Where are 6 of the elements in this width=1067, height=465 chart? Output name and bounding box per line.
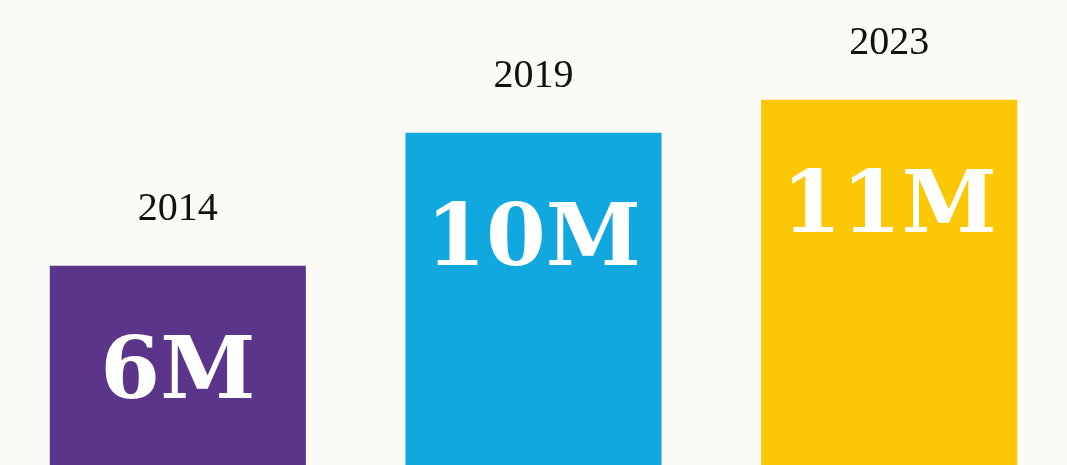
data-label: 11M [781, 150, 997, 252]
x-tick-label: 2014 [137, 184, 218, 230]
x-tick-label: 2023 [849, 18, 930, 64]
x-tick-label: 2019 [493, 51, 574, 97]
data-label: 10M [426, 184, 641, 286]
data-label: 6M [100, 316, 256, 418]
